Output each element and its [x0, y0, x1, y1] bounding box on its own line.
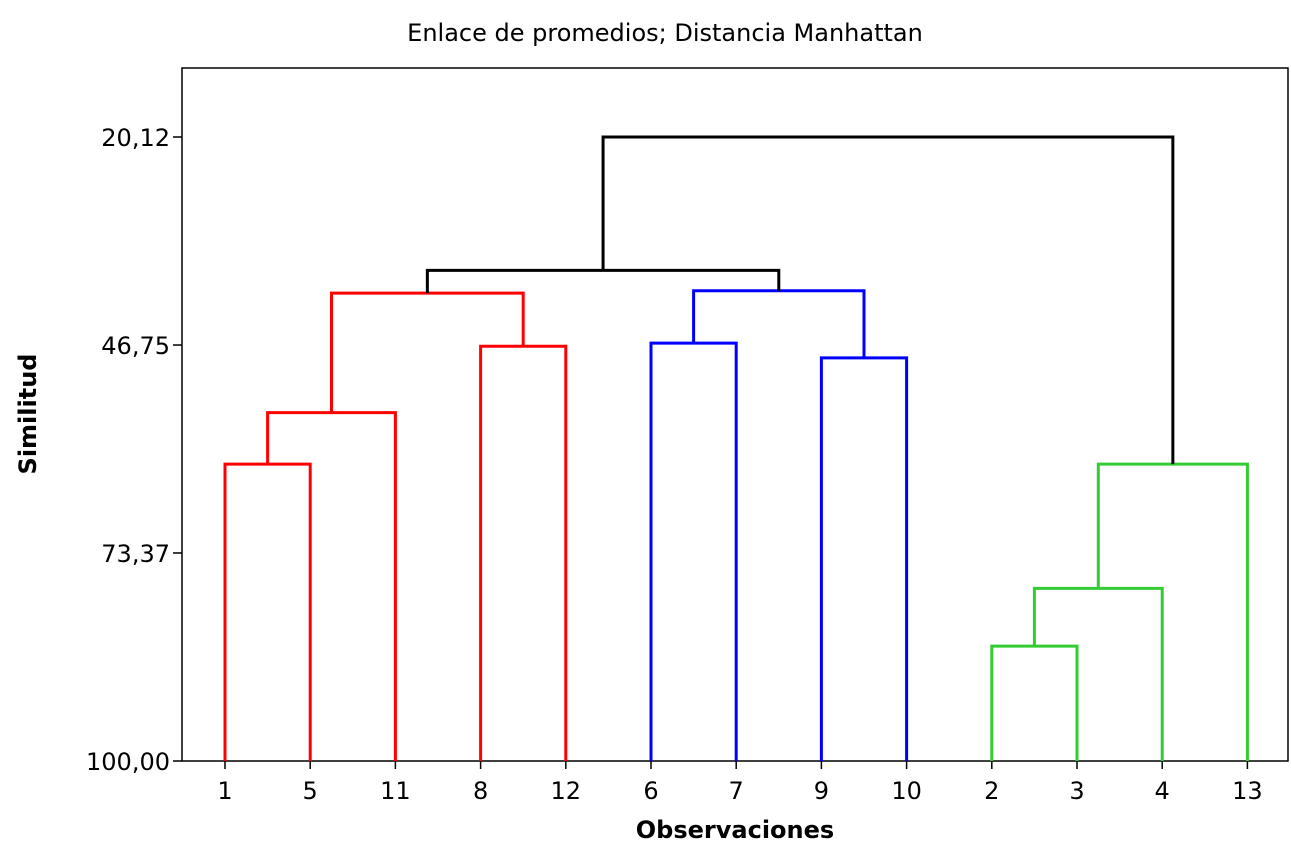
x-tick-label: 12 [551, 777, 582, 805]
x-tick-label: 2 [984, 777, 999, 805]
x-tick-label: 1 [217, 777, 232, 805]
dendrogram-link [330, 291, 525, 413]
y-tick-label: 100,00 [86, 748, 170, 776]
x-tick-label: 9 [814, 777, 829, 805]
dendrogram-link [649, 341, 738, 761]
dendrogram-link [223, 462, 312, 761]
dendrogram-links [223, 135, 1249, 761]
x-tick-label: 8 [473, 777, 488, 805]
x-tick-label: 10 [891, 777, 922, 805]
y-tick-label: 20,12 [101, 124, 170, 152]
dendrogram-link [990, 644, 1079, 761]
x-axis-label: Observaciones [636, 816, 834, 844]
dendrogram-link [601, 135, 1175, 465]
x-tick-label: 5 [303, 777, 318, 805]
x-tick-label: 13 [1232, 777, 1263, 805]
y-tick-label: 73,37 [101, 540, 170, 568]
dendrogram-link [692, 289, 866, 358]
x-tick-label: 3 [1069, 777, 1084, 805]
x-tick-label: 4 [1155, 777, 1170, 805]
dendrogram-link [1032, 586, 1164, 761]
dendrogram-link [1096, 462, 1249, 761]
y-axis-label: Similitud [14, 354, 42, 475]
x-tick-label: 11 [380, 777, 411, 805]
y-axis: 20,12 46,75 73,37 100,00 [86, 124, 182, 776]
dendrogram-link [479, 344, 568, 761]
x-axis: 1 5 11 8 12 6 7 9 10 2 3 4 13 [217, 761, 1263, 805]
x-tick-label: 7 [729, 777, 744, 805]
dendrogram-link [819, 356, 909, 761]
x-tick-label: 6 [643, 777, 658, 805]
y-tick-label: 46,75 [101, 332, 170, 360]
chart-title: Enlace de promedios; Distancia Manhattan [407, 19, 923, 47]
